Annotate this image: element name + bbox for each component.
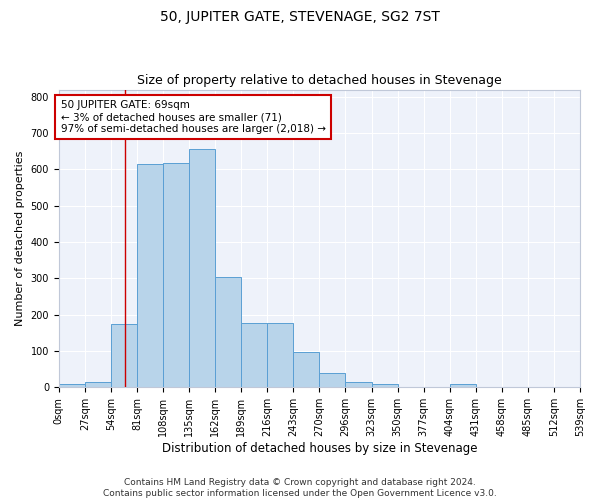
Bar (346, 382, 371, 388)
Bar (371, 384, 398, 388)
Bar (293, 352, 319, 388)
Text: Contains HM Land Registry data © Crown copyright and database right 2024.
Contai: Contains HM Land Registry data © Crown c… (103, 478, 497, 498)
Bar (85, 382, 111, 388)
Bar (163, 163, 189, 388)
Y-axis label: Number of detached properties: Number of detached properties (15, 151, 25, 326)
Bar (189, 150, 215, 388)
X-axis label: Distribution of detached houses by size in Stevenage: Distribution of detached houses by size … (161, 442, 477, 455)
Bar (241, 322, 267, 388)
Bar (111, 324, 137, 388)
Title: Size of property relative to detached houses in Stevenage: Size of property relative to detached ho… (137, 74, 502, 87)
Text: 50, JUPITER GATE, STEVENAGE, SG2 7ST: 50, JUPITER GATE, STEVENAGE, SG2 7ST (160, 10, 440, 24)
Bar (449, 384, 476, 388)
Text: 50 JUPITER GATE: 69sqm
← 3% of detached houses are smaller (71)
97% of semi-deta: 50 JUPITER GATE: 69sqm ← 3% of detached … (61, 100, 326, 134)
Bar (319, 373, 346, 388)
Bar (267, 322, 293, 388)
Bar (59, 384, 85, 388)
Bar (137, 164, 163, 388)
Bar (215, 276, 241, 388)
